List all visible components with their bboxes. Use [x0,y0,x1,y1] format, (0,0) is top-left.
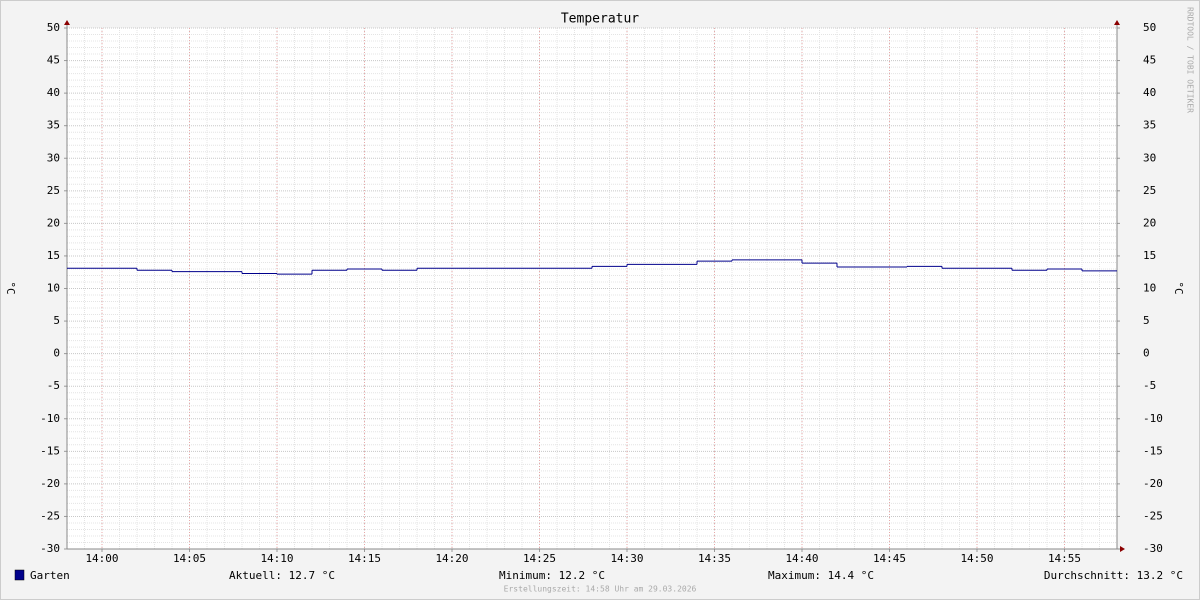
axis-arrow [1120,546,1125,552]
axis-arrow [64,20,70,25]
y2-tick-label: -15 [1143,444,1163,457]
y2-tick-label: 10 [1143,282,1156,295]
x-tick-label: 14:30 [610,552,643,565]
y-tick-label: -15 [40,444,60,457]
y2-tick-label: 30 [1143,151,1156,164]
x-tick-label: 14:55 [1048,552,1081,565]
watermark: RRDTOOL / TOBI OETIKER [1186,7,1195,113]
x-tick-label: 14:00 [85,552,118,565]
x-tick-label: 14:45 [873,552,906,565]
y2-tick-label: -20 [1143,477,1163,490]
x-tick-label: 14:15 [348,552,381,565]
y-tick-label: 15 [47,249,60,262]
y2-tick-label: -10 [1143,412,1163,425]
legend-entry: Garten [30,569,70,582]
y-tick-label: 50 [47,21,60,34]
y2-tick-label: 50 [1143,21,1156,34]
y-tick-label: -30 [40,542,60,555]
y2-tick-label: 40 [1143,86,1156,99]
y2-tick-label: 15 [1143,249,1156,262]
y2-tick-label: -25 [1143,509,1163,522]
y-tick-label: 20 [47,216,60,229]
y-tick-label: 10 [47,282,60,295]
x-tick-label: 14:50 [960,552,993,565]
stat: Maximum: 14.4 °C [768,569,874,582]
y2-axis-label: °C [1172,281,1185,294]
y2-tick-label: -30 [1143,542,1163,555]
y-tick-label: 5 [53,314,60,327]
stat: Durchschnitt: 13.2 °C [1044,569,1183,582]
y-tick-label: -5 [47,379,60,392]
footer: Erstellungszeit: 14:58 Uhr am 29.03.2026 [504,585,697,594]
stat: Aktuell: 12.7 °C [229,569,335,582]
stat: Minimum: 12.2 °C [499,569,605,582]
x-tick-label: 14:05 [173,552,206,565]
y2-tick-label: -5 [1143,379,1156,392]
x-tick-label: 14:35 [698,552,731,565]
y-axis-label: °C [4,281,17,294]
legend-swatch [14,569,25,581]
y2-tick-label: 0 [1143,347,1150,360]
x-tick-label: 14:20 [435,552,468,565]
y-tick-label: 25 [47,184,60,197]
axis-arrow [1114,20,1120,25]
y-tick-label: -20 [40,477,60,490]
y-tick-label: 0 [53,347,60,360]
y-tick-label: -25 [40,509,60,522]
y-tick-label: 35 [47,119,60,132]
y2-tick-label: 20 [1143,216,1156,229]
chart-title: Temperatur [561,12,639,27]
y-tick-label: 45 [47,54,60,67]
y2-tick-label: 45 [1143,54,1156,67]
x-tick-label: 14:25 [523,552,556,565]
y2-tick-label: 35 [1143,119,1156,132]
y-tick-label: 40 [47,86,60,99]
y-tick-label: -10 [40,412,60,425]
y-tick-label: 30 [47,151,60,164]
y2-tick-label: 5 [1143,314,1150,327]
y2-tick-label: 25 [1143,184,1156,197]
x-tick-label: 14:40 [785,552,818,565]
x-tick-label: 14:10 [260,552,293,565]
